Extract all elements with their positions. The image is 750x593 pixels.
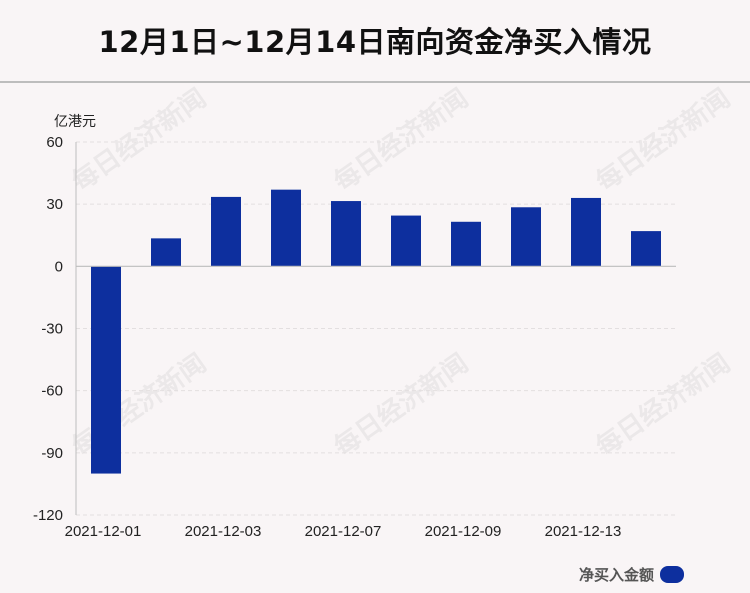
bar (211, 196, 241, 267)
y-tick-label: 0 (55, 258, 63, 275)
bar (451, 221, 481, 267)
title-divider (0, 81, 750, 83)
y-axis-ticks: 60 30 0 -30 -60 -90 -120 (33, 134, 63, 524)
legend: 净买入金额 (579, 564, 684, 585)
x-axis-ticks: 2021-12-01 2021-12-03 2021-12-07 2021-12-09… (65, 523, 622, 540)
y-tick-label: -90 (41, 445, 63, 462)
y-tick-label: 60 (46, 134, 63, 151)
bar (631, 231, 661, 267)
bar (331, 201, 361, 267)
bar (91, 266, 121, 474)
y-tick-label: -120 (33, 507, 63, 524)
bars (91, 189, 661, 474)
y-axis-unit-label: 亿港元 (54, 114, 96, 130)
x-tick-label: 2021-12-09 (425, 523, 502, 540)
x-tick-label: 2021-12-03 (185, 523, 262, 540)
y-tick-label: 30 (46, 196, 63, 213)
bar (151, 238, 181, 267)
bar (391, 215, 421, 267)
x-tick-label: 2021-12-07 (305, 523, 382, 540)
y-tick-label: -30 (41, 321, 63, 338)
x-tick-label: 2021-12-01 (65, 523, 142, 540)
chart-title: 12月1日~12月14日南向资金净买入情况 (98, 25, 652, 59)
bar (511, 207, 541, 267)
legend-label: 净买入金额 (578, 566, 654, 584)
bar (271, 189, 301, 267)
x-tick-label: 2021-12-13 (545, 523, 622, 540)
axes (75, 142, 676, 515)
legend-swatch (660, 566, 684, 583)
bar (571, 197, 601, 267)
y-tick-label: -60 (41, 383, 63, 400)
